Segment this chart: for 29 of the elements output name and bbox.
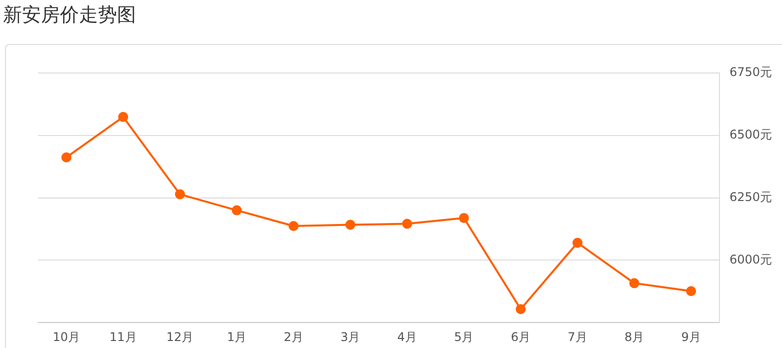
x-tick-label: 10月 [52, 330, 80, 344]
point [572, 238, 582, 248]
x-tick-label: 3月 [340, 330, 360, 344]
point [61, 152, 72, 162]
point [288, 221, 299, 232]
point [118, 112, 128, 122]
x-tick-label: 12月 [166, 330, 194, 344]
y-tick-label: 6000元 [729, 252, 772, 266]
x-tick-label: 8月 [624, 330, 644, 344]
y-tick-label: 6500元 [729, 128, 772, 142]
point [629, 278, 640, 288]
point [686, 286, 696, 296]
chart-title: 新安房价走势图 [3, 3, 136, 28]
x-tick-label: 6月 [510, 330, 531, 344]
y-tick-label: 6250元 [729, 190, 772, 204]
point [516, 304, 526, 314]
point [232, 205, 242, 216]
x-tick-label: 2月 [284, 330, 304, 344]
x-tick-label: 7月 [568, 330, 588, 344]
x-tick-label: 11月 [110, 330, 137, 344]
point [458, 213, 469, 224]
y-tick-label: 6750元 [729, 65, 772, 80]
point [345, 220, 356, 230]
x-tick-label: 4月 [397, 330, 417, 344]
point [402, 218, 412, 229]
x-tick-label: 5月 [454, 330, 474, 344]
x-tick-label: 1月 [226, 330, 247, 344]
point [174, 189, 185, 200]
x-tick-label: 9月 [681, 330, 701, 344]
